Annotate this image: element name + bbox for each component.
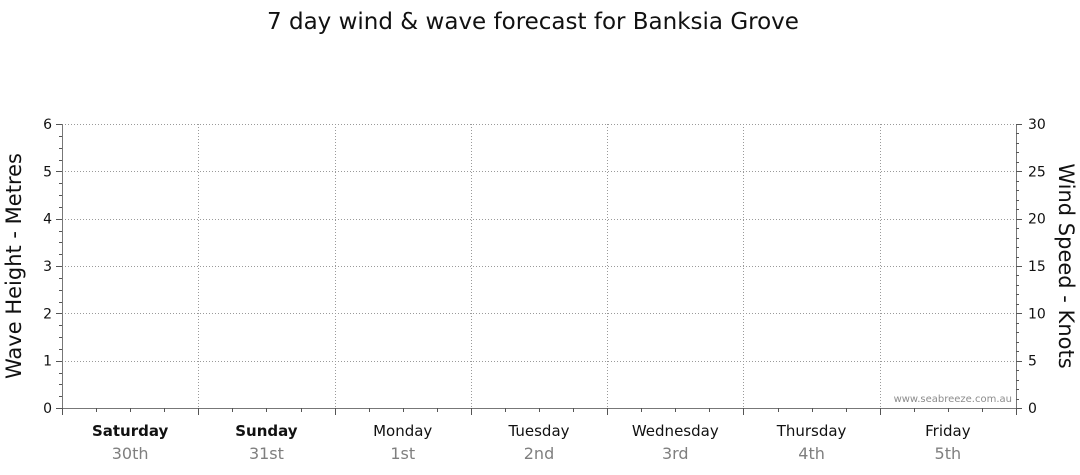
left-tick-label: 3	[43, 259, 52, 275]
day-name-label: Sunday	[235, 422, 298, 440]
left-tick-label: 0	[43, 401, 52, 417]
left-axis-title: Wave Height - Metres	[2, 153, 26, 379]
right-tick-label: 30	[1028, 117, 1046, 133]
right-tick-label: 25	[1028, 164, 1046, 180]
right-tick-label: 0	[1028, 401, 1037, 417]
day-name-label: Thursday	[776, 422, 847, 440]
right-tick-label: 15	[1028, 259, 1046, 275]
day-date-label: 4th	[798, 444, 825, 463]
day-date-label: 5th	[935, 444, 962, 463]
day-name-label: Monday	[373, 422, 432, 440]
day-name-label: Wednesday	[632, 422, 719, 440]
axes-layer	[56, 124, 1022, 415]
day-date-label: 2nd	[524, 444, 554, 463]
watermark-text: www.seabreeze.com.au	[894, 394, 1012, 405]
grid-layer	[62, 124, 1016, 408]
day-date-label: 30th	[112, 444, 149, 463]
day-date-label: 3rd	[662, 444, 689, 463]
left-tick-label: 5	[43, 164, 52, 180]
right-tick-label: 5	[1028, 354, 1037, 370]
right-axis-title: Wind Speed - Knots	[1054, 163, 1078, 368]
right-tick-label: 10	[1028, 306, 1046, 322]
day-name-label: Tuesday	[507, 422, 569, 440]
left-tick-label: 2	[43, 306, 52, 322]
left-tick-label: 4	[43, 212, 52, 228]
day-name-label: Friday	[925, 422, 971, 440]
labels-layer: 0 1 2 3 4 5 6 0 5 10 15 20 25 30 Saturday 30th Sunday 31s…	[43, 117, 1046, 463]
right-tick-label: 20	[1028, 212, 1046, 228]
left-tick-label: 6	[43, 117, 52, 133]
day-date-label: 1st	[390, 444, 415, 463]
chart-title: 7 day wind & wave forecast for Banksia G…	[267, 9, 799, 35]
day-name-label: Saturday	[92, 422, 169, 440]
left-tick-label: 1	[43, 354, 52, 370]
day-date-label: 31st	[249, 444, 284, 463]
